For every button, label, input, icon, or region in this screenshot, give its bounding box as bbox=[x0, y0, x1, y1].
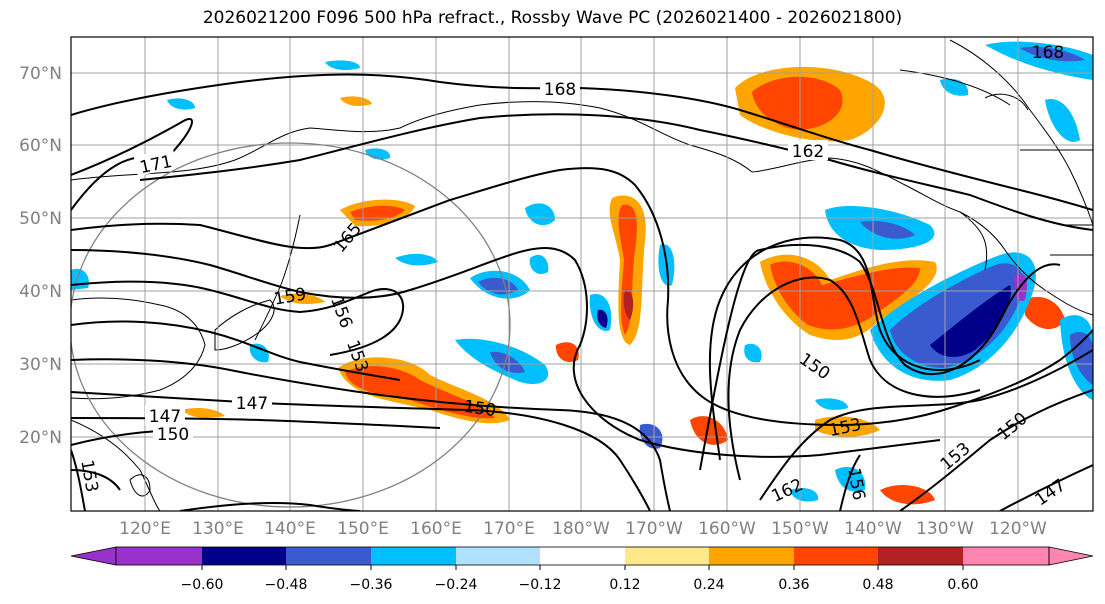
lon-tick-label: 180°W bbox=[552, 519, 610, 539]
colorbar-tick-label: −0.48 bbox=[265, 577, 308, 593]
negative-anomaly-patch bbox=[815, 398, 848, 410]
map-border bbox=[70, 36, 1094, 512]
contour-label: 168 bbox=[544, 80, 576, 100]
negative-anomaly-patch bbox=[985, 41, 1093, 80]
negative-anomaly-patch bbox=[790, 488, 819, 502]
positive-anomaly-patch bbox=[340, 96, 372, 106]
lat-tick-label: 60°N bbox=[19, 136, 62, 156]
lat-tick-label: 20°N bbox=[19, 428, 62, 448]
positive-anomaly-patch bbox=[555, 342, 579, 363]
lon-tick-label: 160°W bbox=[698, 519, 756, 539]
positive-anomaly-patch bbox=[880, 485, 935, 505]
negative-anomaly-patch bbox=[597, 309, 608, 328]
negative-anomaly-patch bbox=[167, 98, 195, 110]
colorbar-tick-label: 0.24 bbox=[693, 577, 724, 593]
colorbar-extend-max bbox=[1048, 546, 1094, 566]
lon-tick-label: 140°W bbox=[844, 519, 902, 539]
negative-anomaly-patch bbox=[744, 343, 762, 363]
negative-anomaly-patch bbox=[365, 148, 391, 160]
lon-tick-label: 120°E bbox=[119, 519, 171, 539]
contour-label: 168 bbox=[1032, 43, 1064, 63]
negative-anomaly-patch bbox=[395, 253, 438, 266]
negative-anomaly-patch bbox=[1020, 46, 1085, 62]
refractivity-contours bbox=[71, 73, 1093, 511]
negative-anomaly-patch bbox=[455, 338, 549, 385]
negative-anomaly-patch bbox=[470, 270, 530, 299]
colorbar-tick-label: 0.48 bbox=[862, 577, 893, 593]
colorbar-tick-label: −0.12 bbox=[519, 577, 562, 593]
negative-anomaly-patch bbox=[1045, 99, 1080, 142]
lon-tick-label: 150°E bbox=[337, 519, 389, 539]
graticule bbox=[71, 37, 1093, 511]
colorbar-segment bbox=[456, 547, 540, 565]
colorbar-segment bbox=[371, 547, 456, 565]
latitude-axis: 70°N 60°N 50°N 40°N 30°N 20°N bbox=[19, 64, 62, 448]
colorbar-tick-label: −0.24 bbox=[435, 577, 478, 593]
lon-tick-label: 130°E bbox=[192, 519, 244, 539]
negative-anomaly-patch bbox=[870, 252, 1036, 381]
colorbar-segment bbox=[540, 547, 625, 565]
negative-anomaly-patch bbox=[529, 254, 549, 275]
colorbar-segment bbox=[878, 547, 963, 565]
colorbar: −0.60 −0.48 −0.36 −0.24 −0.12 0.12 0.24 … bbox=[70, 546, 1094, 593]
contour-label: 150 bbox=[157, 425, 189, 445]
lat-tick-label: 40°N bbox=[19, 282, 62, 302]
positive-anomaly-patch bbox=[1025, 296, 1065, 330]
colorbar-segment bbox=[286, 547, 371, 565]
positive-anomaly-patch bbox=[182, 407, 225, 418]
coastlines bbox=[71, 39, 1093, 511]
longitude-axis: 120°E 130°E 140°E 150°E 160°E 170°E 180°… bbox=[119, 519, 1047, 539]
colorbar-tick-label: 0.36 bbox=[778, 577, 809, 593]
colorbar-tick-label: −0.60 bbox=[181, 577, 224, 593]
negative-anomaly-patch bbox=[325, 60, 360, 70]
colorbar-tick-label: −0.36 bbox=[350, 577, 393, 593]
colorbar-tick-label: 0.60 bbox=[947, 577, 978, 593]
contour-label: 147 bbox=[149, 407, 181, 427]
contour-label: 150 bbox=[462, 397, 497, 421]
lon-tick-label: 170°W bbox=[625, 519, 683, 539]
negative-anomaly-patch bbox=[835, 466, 866, 492]
lon-tick-label: 170°E bbox=[483, 519, 535, 539]
negative-anomaly-patch bbox=[525, 203, 555, 226]
positive-anomaly-patch bbox=[815, 416, 880, 437]
colorbar-extend-min bbox=[70, 546, 117, 566]
lon-tick-label: 150°W bbox=[771, 519, 829, 539]
positive-anomaly-patch bbox=[690, 416, 728, 445]
colorbar-segment bbox=[116, 547, 202, 565]
colorbar-segment bbox=[963, 547, 1049, 565]
colorbar-segment bbox=[709, 547, 794, 565]
lon-tick-label: 140°E bbox=[264, 519, 316, 539]
contour-label: 162 bbox=[792, 142, 824, 162]
positive-anomaly-patch bbox=[280, 293, 325, 304]
positive-anomaly-patch bbox=[735, 66, 885, 142]
colorbar-segment bbox=[794, 547, 878, 565]
colorbar-tick-label: 0.12 bbox=[609, 577, 640, 593]
map-title: 2026021200 F096 500 hPa refract., Rossby… bbox=[202, 8, 903, 28]
positive-anomaly-patch bbox=[338, 357, 510, 424]
negative-anomaly-patch bbox=[1060, 315, 1093, 400]
lat-tick-label: 50°N bbox=[19, 209, 62, 229]
negative-anomaly-patch bbox=[825, 205, 935, 250]
positive-anomaly-patch bbox=[609, 195, 646, 345]
lat-tick-label: 30°N bbox=[19, 355, 62, 375]
contour-label: 147 bbox=[236, 394, 268, 414]
lat-tick-label: 70°N bbox=[19, 64, 62, 84]
colorbar-segment bbox=[625, 547, 709, 565]
colorbar-segment bbox=[202, 547, 286, 565]
lon-tick-label: 120°W bbox=[989, 519, 1047, 539]
highlight-circle bbox=[71, 142, 511, 508]
lon-tick-label: 160°E bbox=[410, 519, 462, 539]
negative-anomaly-patch bbox=[249, 343, 269, 363]
lon-tick-label: 130°W bbox=[916, 519, 974, 539]
